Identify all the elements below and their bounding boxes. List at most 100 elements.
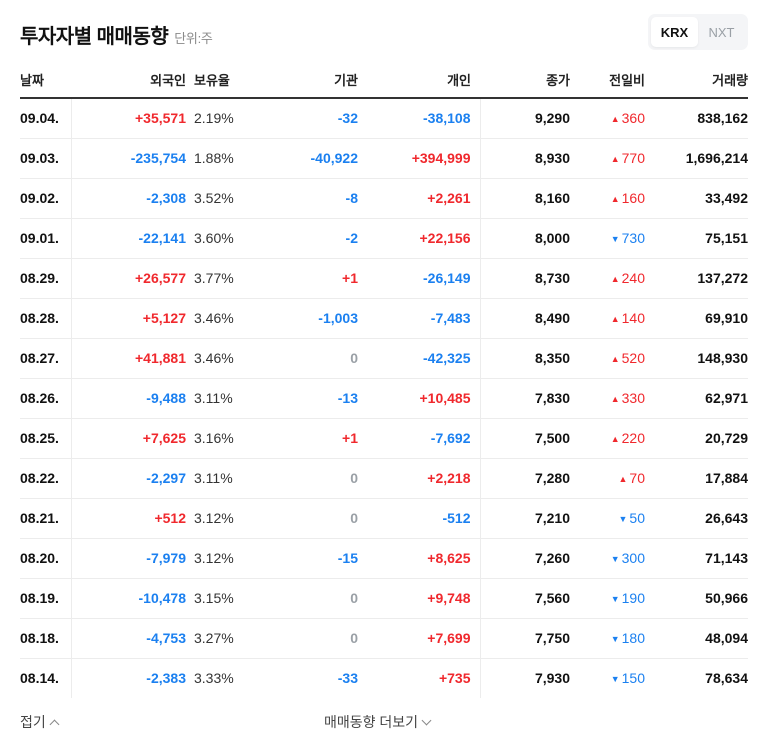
- cell-holding: 3.77%: [186, 258, 248, 299]
- cell-foreign: -9,488: [71, 378, 186, 419]
- cell-volume: 838,162: [645, 98, 748, 139]
- cell-close: 7,930: [534, 670, 570, 687]
- cell-individual: -42,325: [358, 338, 481, 379]
- cell-close: 7,750: [480, 618, 570, 659]
- cell-individual: -7,483: [358, 298, 481, 339]
- cell-change: ▲ 360: [570, 98, 645, 139]
- more-label: 매매동향 더보기: [324, 714, 419, 730]
- col-change: 전일비: [570, 62, 645, 99]
- col-date: 날짜: [20, 62, 71, 99]
- col-close: 종가: [480, 62, 570, 99]
- investor-trading-table: 날짜 외국인 보유율 기관 개인 종가 전일비 거래량 09.04. +35,57…: [20, 62, 748, 698]
- tab-nxt[interactable]: NXT: [708, 24, 735, 40]
- triangle-down-icon: ▼: [610, 674, 620, 685]
- cell-institution: -15: [248, 538, 358, 579]
- cell-change: ▲ 140: [570, 298, 645, 339]
- change-value: 300: [621, 550, 645, 566]
- cell-institution: -8: [248, 178, 358, 219]
- cell-date: 08.14.: [20, 658, 72, 698]
- triangle-up-icon: ▲: [618, 474, 628, 484]
- cell-institution: 0: [248, 498, 358, 539]
- cell-change: ▲ 220: [570, 418, 645, 459]
- cell-change: ▼ 150: [570, 658, 645, 698]
- cell-volume: 137,272: [645, 258, 748, 299]
- cell-close: 7,260: [480, 538, 570, 579]
- triangle-down-icon: ▼: [610, 234, 620, 244]
- cell-foreign: +5,127: [71, 298, 186, 339]
- cell-change: ▲ 770: [570, 138, 645, 179]
- table-row: 08.25. +7,625 3.16% +1 -7,692 7,500 ▲ 220 20,729: [20, 418, 748, 459]
- change-value: 360: [621, 110, 645, 127]
- cell-foreign: -7,979: [71, 538, 186, 579]
- cell-individual: -512: [358, 498, 481, 539]
- cell-individual: +8,625: [358, 538, 481, 579]
- cell-foreign: -235,754: [71, 138, 186, 179]
- triangle-down-icon: ▼: [610, 594, 620, 604]
- table-row: 08.22. -2,297 3.11% 0 +2,218 7,280 ▲ 70 17,884: [20, 458, 748, 499]
- cell-foreign: +512: [71, 498, 186, 539]
- cell-change: ▼ 50: [570, 498, 645, 539]
- cell-individual: +735: [358, 658, 481, 698]
- cell-date: 08.29.: [20, 258, 72, 299]
- change-value: 70: [629, 470, 645, 486]
- table-row: 08.26. -9,488 3.11% -13 +10,485 7,830 ▲ 330 62,9…: [20, 378, 748, 419]
- cell-foreign: -4,753: [71, 618, 186, 659]
- change-value: 240: [621, 270, 645, 286]
- table-row: 08.21. +512 3.12% 0 -512 7,210 ▼ 50 26,643: [20, 498, 748, 539]
- cell-change: ▼ 190: [570, 578, 645, 619]
- cell-date: 08.26.: [20, 378, 72, 419]
- cell-individual: -26,149: [358, 258, 481, 299]
- change-value: 730: [621, 230, 645, 246]
- table-row: 08.27. +41,881 3.46% 0 -42,325 8,350 ▲ 520 148,9…: [20, 338, 748, 379]
- unit-label: 단위:주: [174, 31, 213, 46]
- col-holding: 보유율: [186, 62, 248, 99]
- cell-date: 08.20.: [20, 538, 72, 579]
- cell-date: 09.02.: [20, 178, 72, 219]
- change-value: 520: [621, 350, 645, 366]
- col-institution: 기관: [248, 62, 358, 99]
- cell-close: 8,350: [480, 338, 570, 379]
- table-row: 09.04. +35,571 2.19% -32 -38,108 9,290 ▲ 360 838…: [20, 98, 748, 139]
- cell-close: 8,930: [480, 138, 570, 179]
- cell-individual: +10,485: [358, 378, 481, 419]
- fold-label: 접기: [20, 714, 46, 730]
- triangle-up-icon: ▲: [610, 194, 620, 204]
- cell-close: 7,560: [480, 578, 570, 619]
- cell-institution: +1: [248, 418, 358, 459]
- cell-volume: 1,696,214: [645, 138, 748, 179]
- cell-foreign: +26,577: [71, 258, 186, 299]
- cell-volume: 20,729: [645, 418, 748, 459]
- more-trading-button[interactable]: 매매동향 더보기: [324, 712, 432, 732]
- table-row: 08.14. -2,383 3.33% -33 +735 7,930 ▼ 150 78,634: [20, 658, 748, 698]
- cell-date: 08.25.: [20, 418, 72, 459]
- cell-date: 08.28.: [20, 298, 72, 339]
- cell-institution: -40,922: [248, 138, 358, 179]
- table-row: 08.28. +5,127 3.46% -1,003 -7,483 8,490 ▲ 140 69…: [20, 298, 748, 339]
- tab-krx[interactable]: KRX: [651, 17, 698, 47]
- col-individual: 개인: [358, 62, 480, 99]
- cell-institution: -32: [248, 98, 358, 139]
- cell-volume: 48,094: [645, 618, 748, 659]
- triangle-down-icon: ▼: [610, 634, 620, 644]
- chevron-up-icon: [49, 719, 60, 730]
- table-row: 09.03. -235,754 1.88% -40,922 +394,999 8,930 ▲…: [20, 138, 748, 179]
- cell-individual: +22,156: [358, 218, 481, 259]
- cell-individual: +394,999: [358, 138, 481, 179]
- table-row: 09.01. -22,141 3.60% -2 +22,156 8,000 ▼ 730 75,1…: [20, 218, 748, 259]
- cell-foreign: -2,297: [71, 458, 186, 499]
- triangle-up-icon: ▲: [610, 354, 620, 364]
- cell-close: 8,000: [480, 218, 570, 259]
- col-foreign: 외국인: [71, 62, 186, 99]
- cell-volume: 33,492: [645, 178, 748, 219]
- cell-individual: +7,699: [358, 618, 481, 659]
- market-toggle: KRX NXT: [648, 14, 748, 50]
- cell-foreign: +7,625: [71, 418, 186, 459]
- cell-institution: 0: [248, 618, 358, 659]
- cell-institution: +1: [248, 258, 358, 299]
- cell-date: 09.01.: [20, 218, 72, 259]
- cell-holding: 3.46%: [186, 338, 248, 379]
- cell-volume: 26,643: [645, 498, 748, 539]
- cell-institution: 0: [248, 458, 358, 499]
- cell-institution: -33: [337, 670, 358, 687]
- fold-button[interactable]: 접기: [20, 712, 60, 732]
